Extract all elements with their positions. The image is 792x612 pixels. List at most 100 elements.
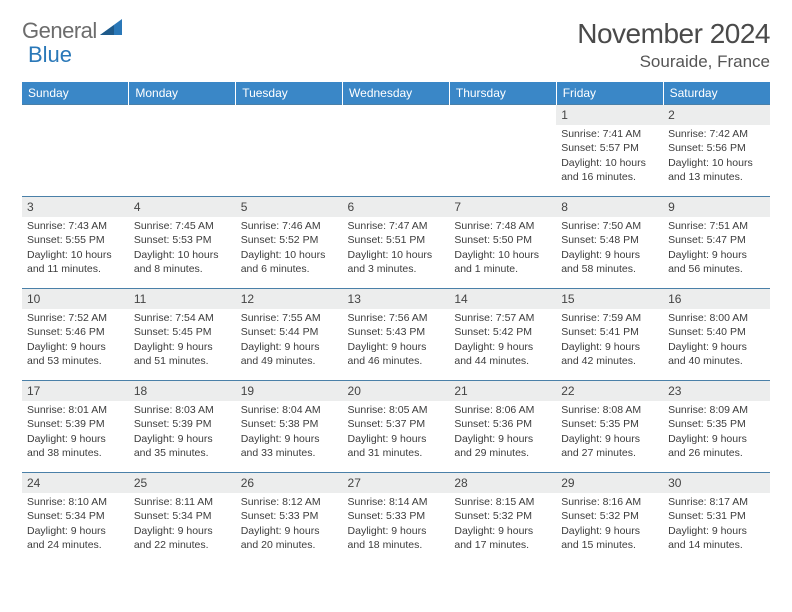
day-number: 27 [343,473,450,493]
calendar-cell: 6Sunrise: 7:47 AMSunset: 5:51 PMDaylight… [343,197,450,289]
day-details: Sunrise: 7:42 AMSunset: 5:56 PMDaylight:… [663,125,770,188]
day-details: Sunrise: 8:08 AMSunset: 5:35 PMDaylight:… [556,401,663,464]
day-number: 19 [236,381,343,401]
weekday-header: Friday [556,82,663,105]
calendar-cell: 25Sunrise: 8:11 AMSunset: 5:34 PMDayligh… [129,473,236,565]
day-number: 20 [343,381,450,401]
calendar-cell: 3Sunrise: 7:43 AMSunset: 5:55 PMDaylight… [22,197,129,289]
day-details: Sunrise: 7:43 AMSunset: 5:55 PMDaylight:… [22,217,129,280]
day-details: Sunrise: 8:01 AMSunset: 5:39 PMDaylight:… [22,401,129,464]
calendar-cell [343,105,450,197]
day-details: Sunrise: 7:57 AMSunset: 5:42 PMDaylight:… [449,309,556,372]
calendar-cell: 27Sunrise: 8:14 AMSunset: 5:33 PMDayligh… [343,473,450,565]
weekday-header: Wednesday [343,82,450,105]
day-details: Sunrise: 8:06 AMSunset: 5:36 PMDaylight:… [449,401,556,464]
month-title: November 2024 [577,18,770,50]
calendar-cell: 4Sunrise: 7:45 AMSunset: 5:53 PMDaylight… [129,197,236,289]
calendar-cell: 7Sunrise: 7:48 AMSunset: 5:50 PMDaylight… [449,197,556,289]
calendar-cell: 29Sunrise: 8:16 AMSunset: 5:32 PMDayligh… [556,473,663,565]
day-details: Sunrise: 7:46 AMSunset: 5:52 PMDaylight:… [236,217,343,280]
day-details: Sunrise: 8:03 AMSunset: 5:39 PMDaylight:… [129,401,236,464]
calendar-cell: 28Sunrise: 8:15 AMSunset: 5:32 PMDayligh… [449,473,556,565]
logo-text-blue: Blue [28,42,72,68]
day-details: Sunrise: 7:52 AMSunset: 5:46 PMDaylight:… [22,309,129,372]
day-details: Sunrise: 7:54 AMSunset: 5:45 PMDaylight:… [129,309,236,372]
day-number: 22 [556,381,663,401]
calendar-cell: 18Sunrise: 8:03 AMSunset: 5:39 PMDayligh… [129,381,236,473]
day-details: Sunrise: 8:00 AMSunset: 5:40 PMDaylight:… [663,309,770,372]
title-block: November 2024 Souraide, France [577,18,770,72]
calendar-row: 24Sunrise: 8:10 AMSunset: 5:34 PMDayligh… [22,473,770,565]
day-number: 14 [449,289,556,309]
calendar-cell [22,105,129,197]
day-details: Sunrise: 8:16 AMSunset: 5:32 PMDaylight:… [556,493,663,556]
calendar-cell: 10Sunrise: 7:52 AMSunset: 5:46 PMDayligh… [22,289,129,381]
day-details: Sunrise: 7:51 AMSunset: 5:47 PMDaylight:… [663,217,770,280]
day-details: Sunrise: 7:50 AMSunset: 5:48 PMDaylight:… [556,217,663,280]
day-number: 1 [556,105,663,125]
day-number: 11 [129,289,236,309]
day-number: 25 [129,473,236,493]
day-number: 24 [22,473,129,493]
calendar-cell [236,105,343,197]
day-number: 15 [556,289,663,309]
calendar-cell: 11Sunrise: 7:54 AMSunset: 5:45 PMDayligh… [129,289,236,381]
day-details: Sunrise: 7:55 AMSunset: 5:44 PMDaylight:… [236,309,343,372]
day-number: 17 [22,381,129,401]
calendar-cell: 30Sunrise: 8:17 AMSunset: 5:31 PMDayligh… [663,473,770,565]
calendar-cell [449,105,556,197]
logo-text-general: General [22,18,97,44]
day-number: 9 [663,197,770,217]
day-number: 28 [449,473,556,493]
day-number: 21 [449,381,556,401]
calendar-cell: 13Sunrise: 7:56 AMSunset: 5:43 PMDayligh… [343,289,450,381]
calendar-cell: 5Sunrise: 7:46 AMSunset: 5:52 PMDaylight… [236,197,343,289]
day-details: Sunrise: 8:15 AMSunset: 5:32 PMDaylight:… [449,493,556,556]
day-details: Sunrise: 7:59 AMSunset: 5:41 PMDaylight:… [556,309,663,372]
calendar-row: 10Sunrise: 7:52 AMSunset: 5:46 PMDayligh… [22,289,770,381]
calendar-cell: 9Sunrise: 7:51 AMSunset: 5:47 PMDaylight… [663,197,770,289]
day-number: 6 [343,197,450,217]
calendar-body: 1Sunrise: 7:41 AMSunset: 5:57 PMDaylight… [22,105,770,565]
day-details: Sunrise: 7:56 AMSunset: 5:43 PMDaylight:… [343,309,450,372]
calendar-cell: 12Sunrise: 7:55 AMSunset: 5:44 PMDayligh… [236,289,343,381]
day-number: 30 [663,473,770,493]
day-number: 8 [556,197,663,217]
day-details: Sunrise: 8:14 AMSunset: 5:33 PMDaylight:… [343,493,450,556]
day-details: Sunrise: 7:47 AMSunset: 5:51 PMDaylight:… [343,217,450,280]
calendar-cell: 16Sunrise: 8:00 AMSunset: 5:40 PMDayligh… [663,289,770,381]
day-details: Sunrise: 8:04 AMSunset: 5:38 PMDaylight:… [236,401,343,464]
day-number: 18 [129,381,236,401]
day-number: 10 [22,289,129,309]
day-number: 13 [343,289,450,309]
day-number: 29 [556,473,663,493]
weekday-header: Saturday [663,82,770,105]
day-number: 5 [236,197,343,217]
calendar-cell: 17Sunrise: 8:01 AMSunset: 5:39 PMDayligh… [22,381,129,473]
weekday-header: Tuesday [236,82,343,105]
calendar-cell: 2Sunrise: 7:42 AMSunset: 5:56 PMDaylight… [663,105,770,197]
calendar-cell: 21Sunrise: 8:06 AMSunset: 5:36 PMDayligh… [449,381,556,473]
calendar-row: 17Sunrise: 8:01 AMSunset: 5:39 PMDayligh… [22,381,770,473]
day-details: Sunrise: 7:41 AMSunset: 5:57 PMDaylight:… [556,125,663,188]
day-details: Sunrise: 8:05 AMSunset: 5:37 PMDaylight:… [343,401,450,464]
calendar-cell: 20Sunrise: 8:05 AMSunset: 5:37 PMDayligh… [343,381,450,473]
day-number: 3 [22,197,129,217]
calendar-cell: 1Sunrise: 7:41 AMSunset: 5:57 PMDaylight… [556,105,663,197]
calendar-row: 1Sunrise: 7:41 AMSunset: 5:57 PMDaylight… [22,105,770,197]
calendar-row: 3Sunrise: 7:43 AMSunset: 5:55 PMDaylight… [22,197,770,289]
calendar-cell: 19Sunrise: 8:04 AMSunset: 5:38 PMDayligh… [236,381,343,473]
calendar-cell: 23Sunrise: 8:09 AMSunset: 5:35 PMDayligh… [663,381,770,473]
day-number: 2 [663,105,770,125]
calendar-cell: 8Sunrise: 7:50 AMSunset: 5:48 PMDaylight… [556,197,663,289]
day-details: Sunrise: 8:12 AMSunset: 5:33 PMDaylight:… [236,493,343,556]
day-details: Sunrise: 8:09 AMSunset: 5:35 PMDaylight:… [663,401,770,464]
calendar-cell: 24Sunrise: 8:10 AMSunset: 5:34 PMDayligh… [22,473,129,565]
day-number: 26 [236,473,343,493]
calendar-cell: 26Sunrise: 8:12 AMSunset: 5:33 PMDayligh… [236,473,343,565]
day-details: Sunrise: 7:45 AMSunset: 5:53 PMDaylight:… [129,217,236,280]
day-number: 23 [663,381,770,401]
day-details: Sunrise: 8:17 AMSunset: 5:31 PMDaylight:… [663,493,770,556]
calendar-cell: 22Sunrise: 8:08 AMSunset: 5:35 PMDayligh… [556,381,663,473]
day-number: 4 [129,197,236,217]
